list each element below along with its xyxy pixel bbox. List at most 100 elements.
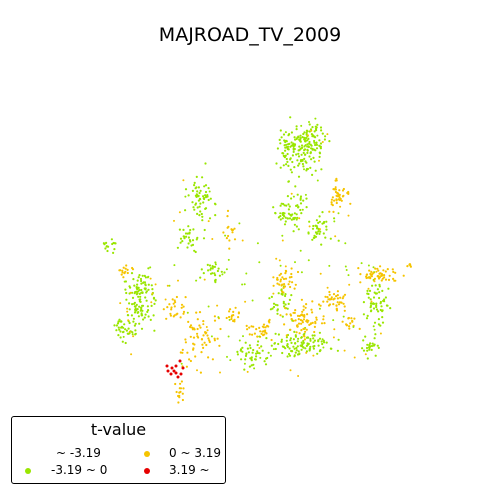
map-point <box>303 328 306 330</box>
map-point <box>324 236 327 239</box>
map-point <box>238 222 241 225</box>
map-point <box>193 208 196 211</box>
map-point <box>139 295 142 298</box>
map-point <box>288 280 291 283</box>
map-point <box>337 192 340 196</box>
map-point <box>225 316 228 320</box>
map-point <box>186 351 189 354</box>
map-point <box>281 315 284 318</box>
map-point <box>349 322 352 325</box>
map-point <box>378 291 381 294</box>
map-point <box>170 306 173 309</box>
map-point <box>368 289 372 292</box>
map-point <box>218 344 221 347</box>
map-point <box>186 246 189 249</box>
map-point <box>184 296 187 299</box>
map-point <box>245 272 248 275</box>
map-point <box>202 272 205 275</box>
map-point <box>299 249 302 252</box>
map-point <box>302 165 305 168</box>
map-point <box>302 199 305 202</box>
map-point <box>246 328 249 331</box>
map-point <box>137 315 140 318</box>
map-point <box>300 329 303 332</box>
map-point <box>234 306 237 309</box>
map-point <box>297 152 300 155</box>
map-point <box>311 126 314 129</box>
map-point <box>179 241 182 244</box>
map-point <box>284 347 287 350</box>
map-point <box>342 194 345 197</box>
map-point <box>184 338 187 341</box>
map-point <box>320 322 324 325</box>
map-point <box>365 317 369 320</box>
map-point <box>379 308 382 312</box>
map-point <box>182 228 185 231</box>
map-point <box>199 210 202 213</box>
map-point <box>279 142 282 145</box>
map-point <box>184 188 188 191</box>
map-point <box>214 214 217 217</box>
map-point <box>328 290 331 294</box>
map-point <box>333 199 336 202</box>
map-point <box>286 160 289 163</box>
map-point <box>127 319 130 322</box>
map-point <box>207 198 210 202</box>
map-point <box>288 347 291 350</box>
map-point <box>347 192 350 195</box>
map-point <box>187 242 190 245</box>
map-point <box>284 269 287 272</box>
map-point <box>131 268 135 271</box>
map-point <box>289 337 292 340</box>
map-point <box>272 206 275 209</box>
map-point <box>126 271 129 275</box>
map-point <box>293 166 296 169</box>
map-point <box>311 311 314 314</box>
map-point <box>208 264 212 267</box>
map-point <box>293 311 296 314</box>
map-point <box>250 325 253 328</box>
map-point <box>172 302 175 305</box>
map-point <box>226 355 228 358</box>
map-point <box>116 322 120 325</box>
map-point <box>225 268 228 271</box>
map-point <box>272 276 275 279</box>
map-point <box>297 149 300 152</box>
map-point <box>308 140 311 144</box>
map-point <box>256 351 259 355</box>
map-point <box>139 277 143 281</box>
map-point <box>281 239 284 242</box>
map-point <box>228 247 231 250</box>
map-point <box>289 328 292 331</box>
map-point <box>335 179 338 182</box>
map-point <box>369 298 372 301</box>
map-point <box>286 147 289 150</box>
map-point <box>188 358 191 361</box>
map-point <box>233 227 236 230</box>
map-point <box>365 273 368 276</box>
map-point <box>187 194 190 197</box>
map-point <box>292 311 295 314</box>
map-point <box>209 272 213 275</box>
map-point <box>293 347 296 350</box>
map-point <box>359 273 362 276</box>
map-point <box>138 300 141 303</box>
map-point <box>195 195 198 198</box>
map-point <box>282 154 285 157</box>
map-point <box>119 302 122 305</box>
map-point <box>320 168 323 171</box>
map-point <box>289 213 292 216</box>
map-point <box>321 141 324 143</box>
map-point <box>387 278 391 281</box>
map-point <box>149 277 152 280</box>
map-point <box>377 318 380 321</box>
map-point <box>278 274 281 277</box>
map-point <box>287 302 290 305</box>
map-point <box>378 296 381 300</box>
map-point <box>152 296 156 299</box>
map-point <box>324 135 327 138</box>
map-point <box>295 137 298 141</box>
map-point <box>208 190 211 193</box>
map-point <box>196 206 199 209</box>
map-point <box>279 212 282 215</box>
